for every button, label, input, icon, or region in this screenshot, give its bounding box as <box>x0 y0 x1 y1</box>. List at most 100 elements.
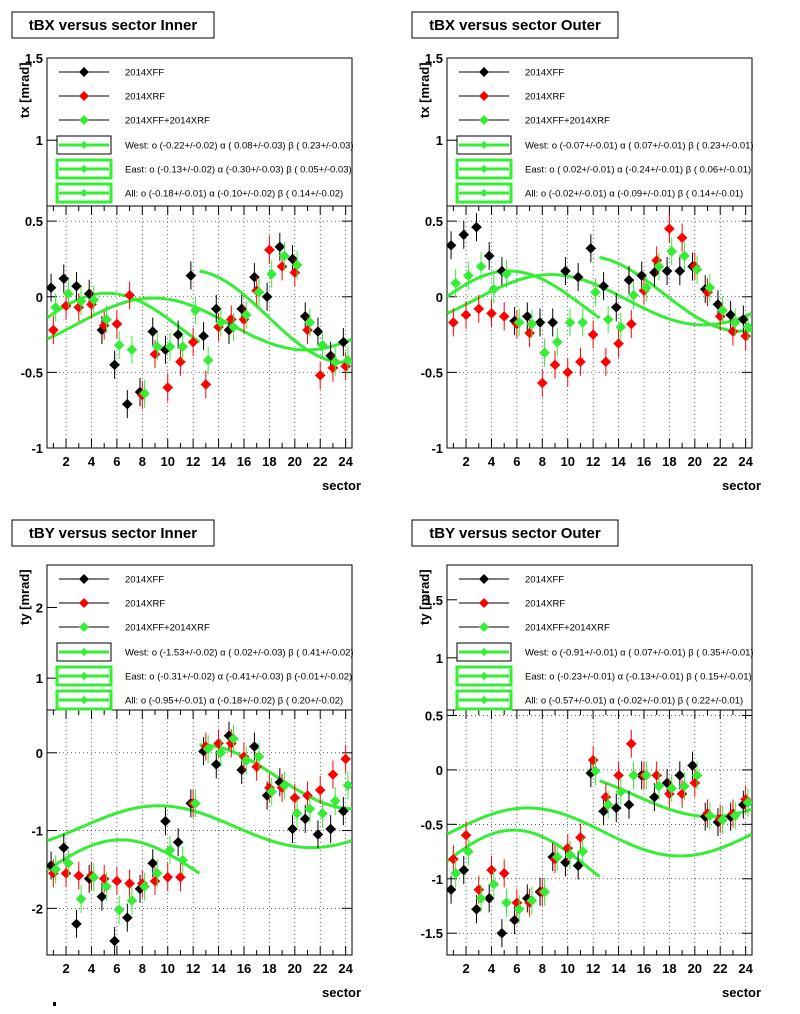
data-point <box>71 918 82 930</box>
data-point <box>615 321 627 333</box>
data-point <box>213 738 224 749</box>
legend-marker <box>79 115 89 125</box>
legend-y-tick-label: 2 <box>36 600 43 615</box>
y-tick-label: 0 <box>436 763 443 778</box>
data-point <box>590 286 601 298</box>
data-point <box>139 388 150 399</box>
legend-label: All: o (-0.95+/-0.01) α (-0.18+/-0.02) β… <box>125 696 343 707</box>
x-tick-label: 12 <box>186 961 200 976</box>
data-points <box>47 232 352 419</box>
data-point <box>653 780 665 792</box>
data-point <box>164 341 176 353</box>
data-point <box>312 829 324 840</box>
data-point <box>342 780 352 791</box>
data-point <box>666 246 678 257</box>
fit-all <box>447 806 752 858</box>
data-point <box>725 309 737 321</box>
data-point <box>50 864 61 875</box>
data-point <box>674 265 686 277</box>
data-point <box>149 875 161 887</box>
data-point <box>96 891 108 903</box>
legend-label: All: o (-0.18+/-0.01) α (-0.10+/-0.02) β… <box>125 189 343 200</box>
y-axis-title: tx [mrad] <box>17 62 32 118</box>
data-point <box>276 261 288 272</box>
data-point <box>666 783 678 794</box>
x-tick-label: 22 <box>713 454 727 469</box>
legend-y-tick-label: 1.5 <box>425 51 443 66</box>
legend-label: 2014XFF+2014XRF <box>125 623 210 634</box>
data-point <box>473 884 485 896</box>
title-box <box>11 11 215 39</box>
data-point <box>124 878 135 889</box>
legend-label: East: o ( 0.02+/-0.01) α (-0.24+/-0.01) … <box>525 165 751 176</box>
x-tick-label: 6 <box>513 454 520 469</box>
data-point <box>109 359 120 371</box>
data-point <box>602 314 614 325</box>
legend-label: East: o (-0.31+/-0.02) α (-0.41+/-0.03) … <box>125 672 352 683</box>
title-box <box>11 519 215 547</box>
data-point <box>109 935 120 947</box>
data-point <box>177 854 189 866</box>
data-point <box>653 261 665 272</box>
data-point <box>88 294 100 306</box>
x-tick-label: 12 <box>586 961 600 976</box>
data-point <box>172 836 184 848</box>
data-point <box>475 893 487 904</box>
data-point <box>572 860 584 872</box>
data-point <box>215 747 227 759</box>
data-point <box>651 769 663 781</box>
x-tick-label: 20 <box>688 454 702 469</box>
data-point <box>317 339 328 351</box>
legend-label: 2014XRF <box>125 599 165 610</box>
data-point <box>139 881 150 892</box>
data-point <box>450 277 461 289</box>
x-tick-label: 20 <box>288 961 302 976</box>
data-points <box>47 721 352 955</box>
data-point <box>498 867 510 879</box>
legend-y-tick-label: 1.5 <box>25 51 43 66</box>
data-point <box>625 738 637 750</box>
data-point <box>473 303 485 315</box>
y-tick-label: -0.5 <box>21 365 43 380</box>
x-tick-label: 10 <box>560 454 574 469</box>
legend-label: West: o (-0.22+/-0.02) α ( 0.08+/-0.03) … <box>125 141 354 152</box>
data-point <box>149 348 161 360</box>
data-point <box>48 324 59 336</box>
legend-marker <box>79 91 89 101</box>
fit-curves <box>47 743 352 875</box>
data-point <box>526 318 538 330</box>
data-point <box>488 878 500 890</box>
data-point <box>314 784 326 796</box>
data-point <box>249 741 260 752</box>
x-tick-label: 24 <box>338 961 353 976</box>
legend-label: West: o (-1.53+/-0.02) α ( 0.02+/-0.03) … <box>125 648 354 659</box>
data-point <box>287 823 298 835</box>
legend-label: West: o (-0.91+/-0.01) α ( 0.07+/-0.01) … <box>525 648 754 659</box>
fit-west <box>47 291 201 344</box>
data-point <box>460 309 472 321</box>
data-point <box>75 893 87 905</box>
x-tick-label: 2 <box>462 961 469 976</box>
data-point <box>689 777 701 789</box>
legend-marker <box>80 648 88 656</box>
data-point <box>549 359 561 371</box>
legend-marker <box>480 165 488 173</box>
data-point <box>610 301 622 313</box>
data-point <box>602 799 614 811</box>
x-tick-label: 12 <box>186 454 200 469</box>
data-points <box>447 213 752 397</box>
legend-marker <box>79 622 89 632</box>
legend-label: East: o (-0.13+/-0.02) α (-0.30+/-0.03) … <box>125 165 352 176</box>
data-point <box>329 795 341 807</box>
data-point <box>124 289 135 301</box>
data-point <box>47 282 57 294</box>
data-point <box>448 853 459 865</box>
data-point <box>302 790 313 801</box>
x-tick-label: 22 <box>313 454 327 469</box>
data-point <box>458 864 470 876</box>
x-tick-label: 8 <box>539 454 546 469</box>
legend-label: 2014XFF+2014XRF <box>125 116 210 127</box>
x-axis-title: sector <box>722 985 761 1000</box>
